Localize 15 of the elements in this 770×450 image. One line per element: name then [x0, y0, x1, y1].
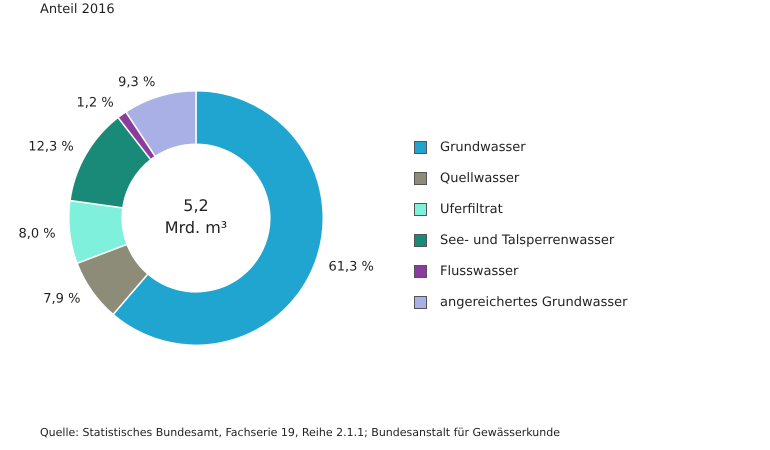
- data-label: 9,3 %: [118, 75, 156, 90]
- legend-label: Quellwasser: [440, 171, 520, 186]
- text: 5,2 Mrd. m³: [164, 196, 228, 238]
- data-label: 12,3 %: [28, 140, 74, 155]
- legend-label: Flusswasser: [440, 264, 518, 279]
- source-note: Quelle: Statistisches Bundesamt, Fachserie 19, Reihe 2.1.1; Bundesanstalt für Gewässerkunde: [40, 426, 560, 439]
- data-label: 1,2 %: [76, 96, 114, 111]
- legend-label: Grundwasser: [440, 140, 526, 155]
- legend-label: angereichertes Grundwasser: [440, 295, 628, 310]
- chart-subtitle: Anteil 2016: [40, 2, 115, 17]
- legend-label: Uferfiltrat: [440, 202, 503, 217]
- data-label: 7,9 %: [43, 292, 80, 307]
- legend-label: See- und Talsperrenwasser: [440, 233, 614, 248]
- data-label: 8,0 %: [18, 226, 56, 242]
- data-label: 61,3 %: [328, 259, 374, 274]
